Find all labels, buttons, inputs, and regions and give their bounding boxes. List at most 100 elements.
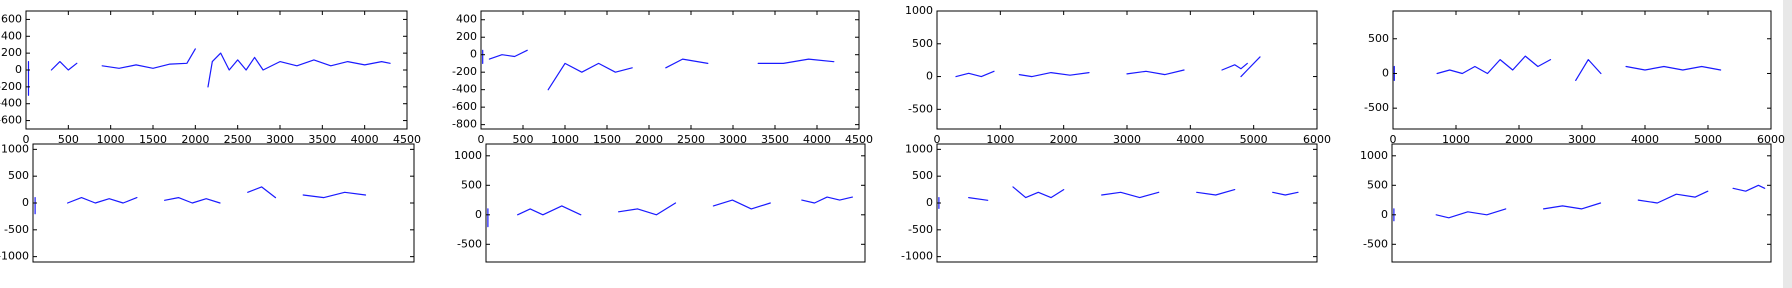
x-tick-label: 1000 — [97, 133, 125, 146]
y-tick-label: 1000 — [1, 142, 29, 155]
x-tick-label: 3000 — [719, 133, 747, 146]
y-tick-label: 1000 — [1360, 149, 1388, 162]
x-tick-label: 500 — [513, 133, 534, 146]
x-tick-label: 6000 — [1303, 133, 1331, 146]
x-tick-label: 3500 — [308, 133, 336, 146]
x-tick-label: 2000 — [1505, 133, 1533, 146]
y-tick-label: 500 — [1368, 32, 1389, 45]
subplot: -600 -400 -200 0 200 400 600 0 500 1000 1500 2000 25… — [0, 10, 421, 146]
x-tick-label: 1000 — [986, 133, 1014, 146]
x-tick-label: 2000 — [181, 133, 209, 146]
plot-area — [27, 48, 391, 96]
axes-frame — [1391, 143, 1772, 263]
axes-frame — [936, 10, 1318, 130]
axes-frame — [25, 10, 408, 130]
y-tick-label: 1000 — [454, 149, 482, 162]
y-tick-label: 200 — [456, 30, 477, 43]
y-tick-label: 500 — [1367, 178, 1388, 191]
x-tick-label: 3000 — [266, 133, 294, 146]
x-tick-label: 2500 — [677, 133, 705, 146]
plot-area — [34, 186, 367, 215]
y-tick-label: -1000 — [0, 250, 29, 263]
y-tick-label: 0 — [1381, 208, 1388, 221]
x-tick-label: 0 — [23, 133, 30, 146]
y-tick-label: 500 — [461, 178, 482, 191]
subplot: -1000 -500 0 500 1000 — [0, 142, 415, 263]
x-tick-label: 2500 — [224, 133, 252, 146]
plot-area — [955, 56, 1261, 78]
subplot: -500 0 500 1000 — [1360, 143, 1772, 263]
y-tick-label: 0 — [470, 48, 477, 61]
y-tick-label: -500 — [1364, 101, 1389, 114]
x-tick-label: 1000 — [1442, 133, 1470, 146]
y-tick-label: -400 — [452, 83, 477, 96]
y-tick-label: 0 — [15, 63, 22, 76]
y-tick-label: -400 — [0, 97, 22, 110]
x-tick-label: 4000 — [1176, 133, 1204, 146]
y-tick-label: 0 — [22, 196, 29, 209]
y-tick-label: -500 — [908, 223, 933, 236]
x-tick-label: 4000 — [1631, 133, 1659, 146]
x-tick-label: 3000 — [1568, 133, 1596, 146]
handwriting-stroke — [1393, 55, 1722, 81]
x-tick-label: 3000 — [1113, 133, 1141, 146]
x-tick-label: 2000 — [635, 133, 663, 146]
handwriting-stroke — [27, 48, 391, 96]
x-tick-label: 4500 — [393, 133, 421, 146]
x-tick-label: 4000 — [351, 133, 379, 146]
x-tick-label: 1500 — [139, 133, 167, 146]
subplot: -500 0 500 1000 0 1000 2000 3000 4000 5000 6000 — [905, 4, 1331, 146]
x-tick-label: 4500 — [845, 133, 873, 146]
x-tick-label: 0 — [934, 133, 941, 146]
handwriting-stroke — [955, 56, 1261, 78]
y-tick-label: 0 — [926, 70, 933, 83]
x-tick-label: 5000 — [1694, 133, 1722, 146]
x-tick-label: 0 — [478, 133, 485, 146]
axes-frame — [485, 143, 866, 263]
y-tick-label: 400 — [1, 29, 22, 42]
axes-frame — [32, 143, 415, 263]
axes-frame — [936, 143, 1318, 263]
y-tick-label: -500 — [908, 102, 933, 115]
handwriting-stroke — [1393, 184, 1766, 222]
x-tick-label: 3500 — [761, 133, 789, 146]
y-tick-label: 1000 — [905, 142, 933, 155]
plot-area — [1393, 55, 1722, 81]
y-tick-label: -500 — [4, 223, 29, 236]
handwriting-stroke — [482, 49, 835, 91]
x-tick-label: 1500 — [593, 133, 621, 146]
y-tick-label: 400 — [456, 13, 477, 26]
plot-area — [487, 196, 853, 228]
axes-frame — [480, 10, 860, 130]
y-tick-label: 0 — [926, 196, 933, 209]
y-tick-label: 600 — [1, 12, 22, 25]
handwriting-stroke — [938, 186, 1299, 209]
y-tick-label: 200 — [1, 46, 22, 59]
y-tick-label: -1000 — [901, 250, 933, 263]
handwriting-stroke — [487, 196, 853, 228]
x-tick-label: 6000 — [1757, 133, 1785, 146]
x-tick-label: 4000 — [803, 133, 831, 146]
y-tick-label: -600 — [0, 114, 22, 127]
x-tick-label: 1000 — [551, 133, 579, 146]
scrollbar — [1783, 0, 1792, 288]
subplot: -1000 -500 0 500 1000 — [901, 142, 1318, 263]
plot-area — [1393, 184, 1766, 222]
x-tick-label: 2000 — [1050, 133, 1078, 146]
x-tick-label: 0 — [1390, 133, 1397, 146]
plot-area — [938, 186, 1299, 209]
handwriting-stroke — [34, 186, 367, 215]
y-tick-label: -500 — [1363, 237, 1388, 250]
y-tick-label: 500 — [8, 169, 29, 182]
y-tick-label: -500 — [457, 237, 482, 250]
y-tick-label: 500 — [912, 169, 933, 182]
y-tick-label: -200 — [452, 65, 477, 78]
y-tick-label: 1000 — [905, 4, 933, 17]
y-tick-label: 0 — [1382, 66, 1389, 79]
x-tick-label: 5000 — [1240, 133, 1268, 146]
plot-area — [482, 49, 835, 91]
x-tick-label: 500 — [58, 133, 79, 146]
